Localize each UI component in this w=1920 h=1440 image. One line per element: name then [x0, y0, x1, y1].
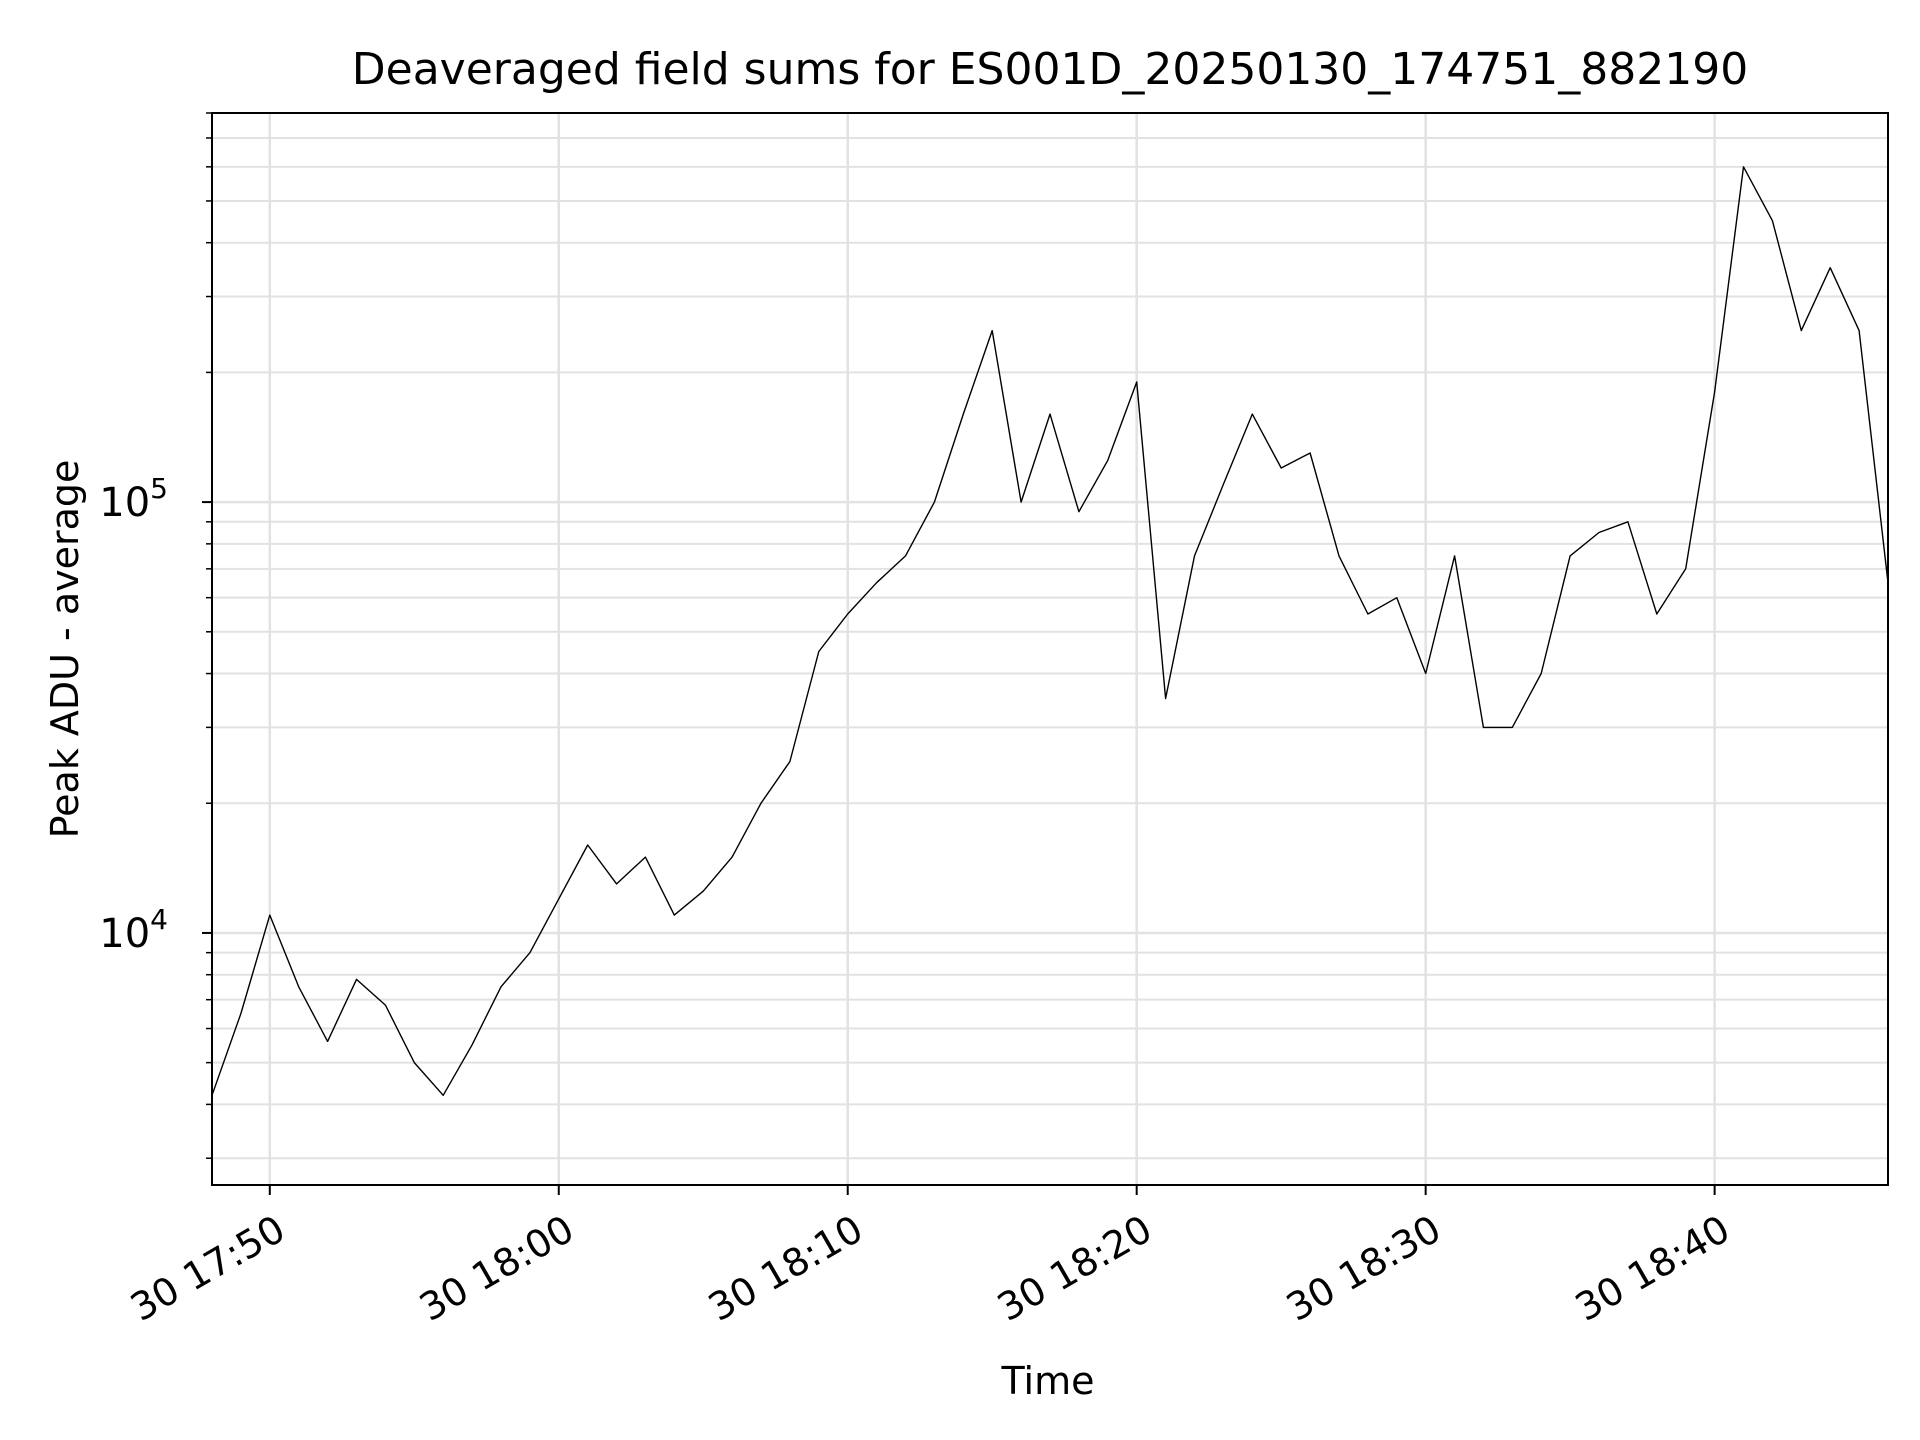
y-axis-label: Peak ADU - average — [43, 460, 87, 839]
series-line — [211, 166, 1889, 1096]
major-gridlines — [212, 113, 1888, 1185]
x-axis-label: Time — [1001, 1359, 1095, 1403]
plot-frame — [211, 112, 1889, 1186]
y-tick-label: 104 — [99, 903, 168, 957]
y-axis-ticks: 104 105 — [99, 112, 212, 1159]
y-tick-label: 105 — [99, 472, 168, 526]
chart-title: Deaveraged field sums for ES001D_2025013… — [352, 44, 1748, 95]
